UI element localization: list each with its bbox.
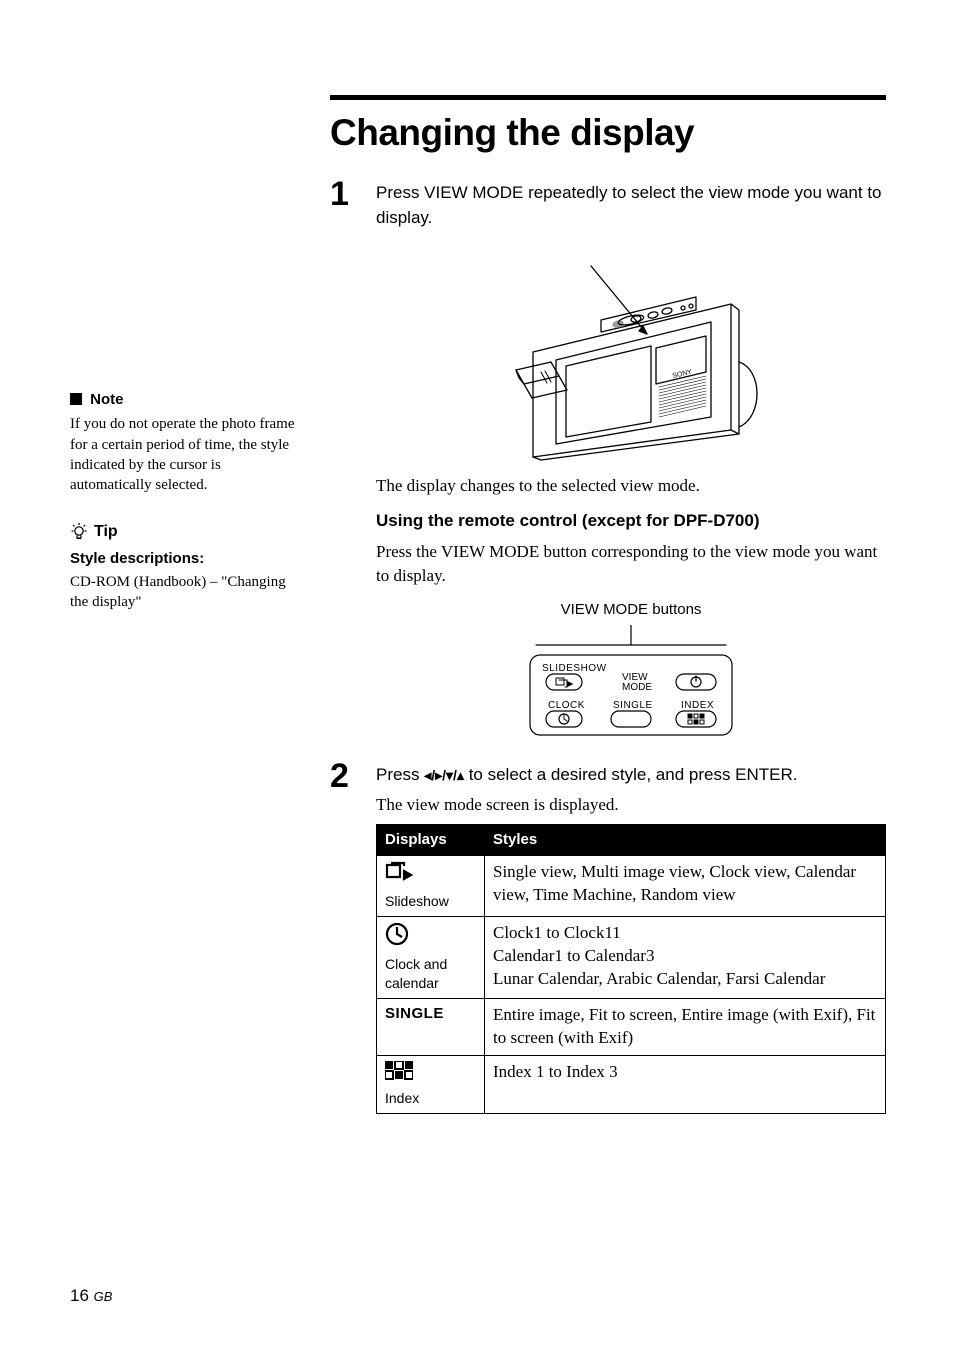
index-icon xyxy=(385,1061,476,1088)
step-number-1: 1 xyxy=(330,177,376,757)
step-1: 1 Press VIEW MODE repeatedly to select t… xyxy=(330,177,886,757)
row-label: Index xyxy=(385,1089,476,1108)
clock-icon xyxy=(385,922,476,953)
page-region: GB xyxy=(94,1289,113,1304)
step2-text: Press ◂/▸/▾/▴ to select a desired style,… xyxy=(376,763,886,788)
lightbulb-icon xyxy=(70,522,88,542)
page-number: 16 GB xyxy=(70,1286,112,1306)
svg-text:INDEX: INDEX xyxy=(681,700,714,711)
step-number-2: 2 xyxy=(330,759,376,1115)
remote-diagram: SLIDESHOW VIEW MODE CLOCK xyxy=(516,625,746,745)
step1-text: Press VIEW MODE repeatedly to select the… xyxy=(376,181,886,230)
note-body: If you do not operate the photo frame fo… xyxy=(70,414,300,495)
arrow-icons: ◂/▸/▾/▴ xyxy=(424,767,464,783)
tip-body: CD-ROM (Handbook) – "Changing the displa… xyxy=(70,572,300,613)
step1-sub-heading: Using the remote control (except for DPF… xyxy=(376,509,886,534)
single-label: SINGLE xyxy=(385,1004,476,1024)
slideshow-icon xyxy=(385,861,476,890)
remote-caption: VIEW MODE buttons xyxy=(376,599,886,621)
row-styles: Entire image, Fit to screen, Entire imag… xyxy=(485,998,886,1055)
tip-subheading: Style descriptions: xyxy=(70,549,300,569)
header-rule xyxy=(330,95,886,100)
note-label: Note xyxy=(90,391,123,408)
row-label: Clock and calendar xyxy=(385,955,476,993)
table-row: SINGLE Entire image, Fit to screen, Enti… xyxy=(377,998,886,1055)
table-head-styles: Styles xyxy=(485,824,886,855)
page-title: Changing the display xyxy=(330,112,694,154)
tip-label: Tip xyxy=(94,521,118,543)
step-2: 2 Press ◂/▸/▾/▴ to select a desired styl… xyxy=(330,759,886,1115)
table-head-displays: Displays xyxy=(377,824,485,855)
row-styles: Single view, Multi image view, Clock vie… xyxy=(485,856,886,917)
table-row: Clock and calendar Clock1 to Clock11 Cal… xyxy=(377,916,886,998)
step1-after: The display changes to the selected view… xyxy=(376,474,886,499)
step2-suffix: to select a desired style, and press ENT… xyxy=(464,765,798,784)
table-row: Slideshow Single view, Multi image view,… xyxy=(377,856,886,917)
row-styles: Index 1 to Index 3 xyxy=(485,1055,886,1114)
svg-text:CLOCK: CLOCK xyxy=(548,700,585,711)
styles-table: Displays Styles Slideshow Single view, M… xyxy=(376,824,886,1115)
svg-text:SINGLE: SINGLE xyxy=(613,700,653,711)
page-number-value: 16 xyxy=(70,1286,89,1305)
table-row: Index Index 1 to Index 3 xyxy=(377,1055,886,1114)
tip-heading: Tip xyxy=(70,521,300,543)
svg-text:MODE: MODE xyxy=(622,682,652,693)
step2-prefix: Press xyxy=(376,765,424,784)
row-label: Slideshow xyxy=(385,892,476,911)
frame-diagram: SONY xyxy=(481,252,781,462)
svg-text:SLIDESHOW: SLIDESHOW xyxy=(542,663,607,674)
row-styles: Clock1 to Clock11 Calendar1 to Calendar3… xyxy=(485,916,886,998)
note-heading: Note xyxy=(70,390,300,410)
step1-sub-body: Press the VIEW MODE button corresponding… xyxy=(376,540,886,589)
step2-after: The view mode screen is displayed. xyxy=(376,793,886,818)
